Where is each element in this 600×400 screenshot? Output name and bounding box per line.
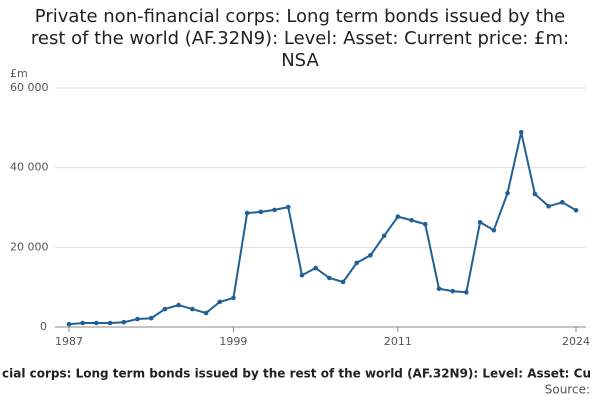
data-point xyxy=(299,272,305,278)
data-point xyxy=(546,204,551,209)
y-tick-label: 60 000 xyxy=(10,81,49,94)
data-point xyxy=(66,321,72,327)
data-point xyxy=(477,219,483,225)
y-tick-label: 20 000 xyxy=(10,240,49,253)
data-point xyxy=(354,260,360,266)
data-point xyxy=(107,320,113,326)
data-point xyxy=(532,191,538,197)
data-point xyxy=(176,302,181,308)
data-point xyxy=(395,214,401,219)
data-point xyxy=(80,320,86,326)
chart-title: Private non-financial corps: Long term b… xyxy=(30,6,570,71)
data-point xyxy=(368,253,373,258)
data-point xyxy=(450,288,455,294)
data-point xyxy=(505,190,510,196)
data-point xyxy=(422,221,428,227)
data-point xyxy=(162,306,168,312)
x-tick-label: 1987 xyxy=(55,335,83,348)
data-point xyxy=(121,319,127,325)
data-point xyxy=(491,227,497,233)
data-point xyxy=(148,315,154,321)
data-point xyxy=(135,316,140,322)
x-tick-label: 1999 xyxy=(219,335,247,348)
data-point xyxy=(313,265,318,271)
data-point xyxy=(258,209,264,215)
data-point xyxy=(190,306,195,312)
data-point xyxy=(518,129,524,135)
y-unit: £m xyxy=(10,67,28,80)
data-point xyxy=(409,217,414,223)
data-point xyxy=(285,204,291,210)
data-point xyxy=(327,275,332,281)
data-point xyxy=(272,207,277,213)
source: Source: xyxy=(545,383,590,397)
data-point xyxy=(203,310,209,316)
data-point xyxy=(573,207,579,213)
data-point xyxy=(244,210,250,216)
y-tick-label: 40 000 xyxy=(10,161,49,174)
data-point xyxy=(94,320,99,326)
data-point xyxy=(231,295,236,301)
y-tick-label: 0 xyxy=(40,320,47,333)
footer: cial corps: Long term bonds issued by th… xyxy=(2,367,591,381)
x-tick-label: 2011 xyxy=(384,335,412,348)
x-tick-label: 2024 xyxy=(562,335,590,348)
data-point xyxy=(436,286,442,292)
data-point xyxy=(340,279,346,285)
series-line xyxy=(68,131,577,326)
data-point xyxy=(381,233,387,239)
data-point xyxy=(464,290,469,295)
data-point xyxy=(559,200,565,205)
data-point xyxy=(217,299,223,305)
